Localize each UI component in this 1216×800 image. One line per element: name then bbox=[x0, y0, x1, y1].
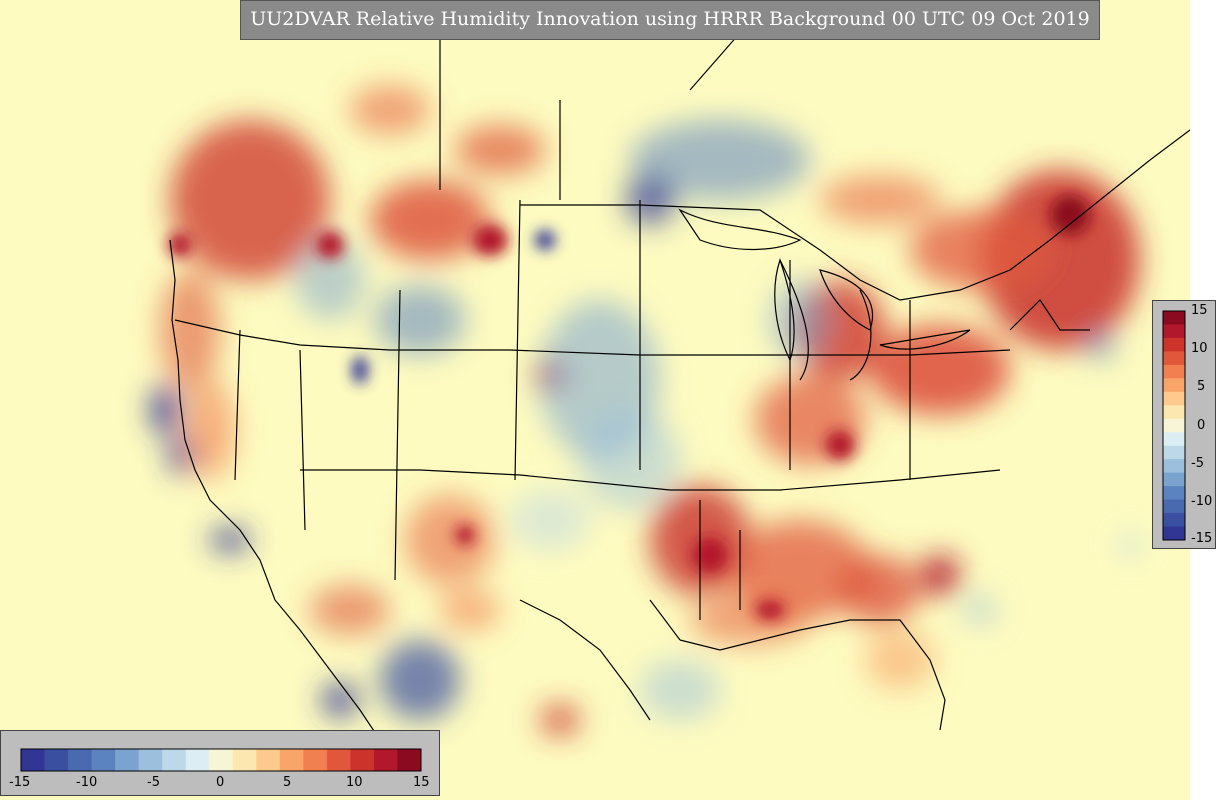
vbar-tick: 5 bbox=[1197, 379, 1206, 394]
colorbar-cell bbox=[1163, 378, 1185, 393]
colorbar-cell bbox=[397, 749, 422, 771]
colorbar-cell bbox=[1163, 526, 1185, 541]
colorbar-cell bbox=[1163, 486, 1185, 501]
colorbar-cell bbox=[1163, 513, 1185, 528]
hbar-tick: 5 bbox=[283, 775, 292, 790]
colorbar-cell bbox=[1163, 472, 1185, 487]
innovation-detail bbox=[168, 195, 1090, 620]
colorbar-cell bbox=[1163, 391, 1185, 406]
vbar-tick: -15 bbox=[1191, 531, 1213, 546]
colorbar-cell bbox=[1163, 418, 1185, 433]
colorbar-cell bbox=[1163, 445, 1185, 460]
colorbar-cell bbox=[373, 749, 398, 771]
hbar-tick: 15 bbox=[413, 775, 430, 790]
colorbar-cell bbox=[1163, 364, 1185, 379]
colorbar-cell bbox=[162, 749, 187, 771]
colorbar-cell bbox=[138, 749, 163, 771]
colorbar-cell bbox=[1163, 459, 1185, 474]
vbar-tick: -10 bbox=[1191, 494, 1213, 509]
colorbar-cell bbox=[279, 749, 304, 771]
vbar-tick: 0 bbox=[1197, 418, 1206, 433]
hbar-tick: -5 bbox=[147, 775, 160, 790]
title-box: UU2DVAR Relative Humidity Innovation usi… bbox=[240, 0, 1100, 40]
colorbar-cell bbox=[1163, 311, 1185, 325]
colorbar-cell bbox=[1163, 351, 1185, 366]
colorbar-cell bbox=[185, 749, 210, 771]
colorbar-cell bbox=[256, 749, 281, 771]
colorbar-cell bbox=[1163, 337, 1185, 352]
colorbar-cell bbox=[21, 749, 46, 771]
colorbar-cell bbox=[1163, 432, 1185, 447]
great-lakes bbox=[678, 208, 971, 362]
colorbar-cell bbox=[68, 749, 93, 771]
colorbar-cell bbox=[326, 749, 351, 771]
colorbar-cell bbox=[1163, 324, 1185, 339]
colorbar-cell bbox=[1163, 499, 1185, 514]
boundary-lines bbox=[169, 9, 1191, 781]
vbar-tick: -5 bbox=[1191, 456, 1204, 471]
colorbar-cell bbox=[209, 749, 234, 771]
colorbar-cell bbox=[91, 749, 116, 771]
colorbar-cell bbox=[115, 749, 140, 771]
colorbar-cell bbox=[303, 749, 328, 771]
colorbar-cell bbox=[1163, 405, 1185, 420]
colorbar-cell bbox=[44, 749, 69, 771]
hbar-tick: -15 bbox=[9, 775, 31, 790]
hbar-tick: -10 bbox=[76, 775, 98, 790]
vbar-tick: 15 bbox=[1191, 303, 1208, 318]
vertical-colorbar: 15 10 5 0 -5 -10 -15 bbox=[1152, 300, 1216, 549]
horizontal-colorbar: -15 -10 -5 0 5 10 15 bbox=[0, 730, 440, 796]
hbar-tick: 10 bbox=[346, 775, 363, 790]
colorbar-cell bbox=[232, 749, 257, 771]
colorbar-cell bbox=[350, 749, 375, 771]
hbar-tick: 0 bbox=[216, 775, 225, 790]
vbar-tick: 10 bbox=[1191, 341, 1208, 356]
horizontal-colorbar-gradient bbox=[20, 748, 422, 772]
vertical-colorbar-gradient bbox=[1162, 310, 1186, 541]
map-title: UU2DVAR Relative Humidity Innovation usi… bbox=[250, 8, 1090, 30]
